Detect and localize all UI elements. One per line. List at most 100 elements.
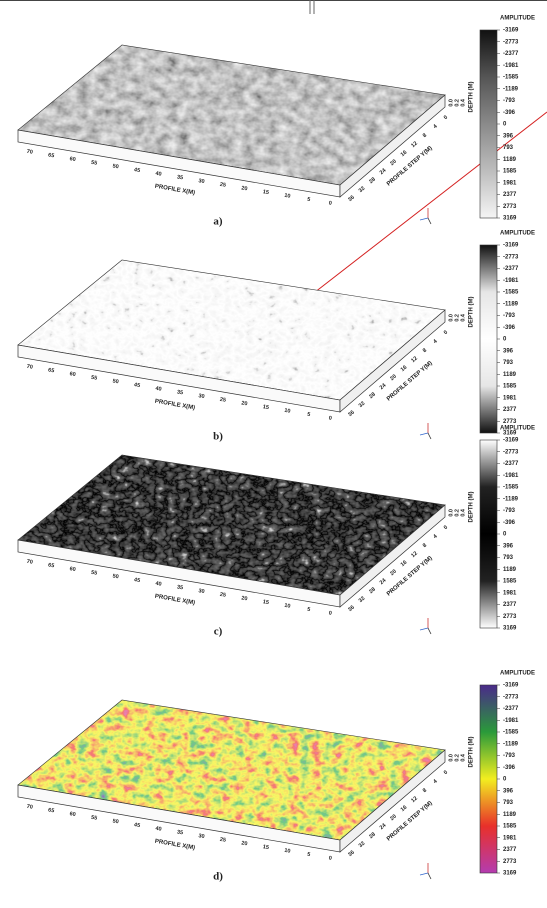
x-tick-label: 5	[307, 197, 311, 203]
y-tick-label: 24	[379, 382, 388, 391]
x-tick-label: 10	[284, 193, 291, 200]
colorbar-label: -1189	[503, 496, 519, 502]
z-axis-title: DEPTH (M)	[469, 297, 475, 328]
colorbar-label: 1189	[503, 812, 517, 818]
x-tick-label: 25	[219, 397, 226, 404]
x-tick-label: 20	[241, 400, 248, 407]
colorbar-title: AMPLITUDE	[500, 16, 535, 22]
x-tick-label: 55	[91, 160, 98, 167]
y-tick-label: 36	[347, 605, 356, 614]
colorbar-label: 2773	[503, 859, 517, 865]
colorbar-label: -1585	[503, 290, 519, 296]
colorbar-label: 1189	[503, 372, 517, 378]
x-tick-label: 40	[155, 386, 162, 393]
z-tick-label: 0.2	[454, 314, 460, 322]
z-axis-title: DEPTH (M)	[469, 737, 475, 768]
x-tick-label: 35	[176, 389, 183, 396]
x-tick-label: 70	[26, 149, 33, 156]
x-tick-label: 0	[328, 415, 332, 421]
x-tick-label: 70	[26, 804, 33, 811]
colorbar-label: 2377	[503, 407, 517, 413]
colorbar-label: -1585	[503, 730, 519, 736]
x-tick-label: 20	[241, 185, 248, 192]
colorbar-label: 1981	[503, 395, 517, 401]
colorbar	[479, 29, 498, 219]
x-tick-label: 10	[284, 603, 291, 610]
orientation-icon	[427, 432, 432, 440]
orientation-icon	[427, 872, 432, 880]
x-tick-label: 55	[91, 570, 98, 577]
colorbar-label: 3169	[503, 216, 517, 222]
x-tick-label: 50	[112, 378, 119, 385]
colorbar-label: 1585	[503, 824, 517, 830]
x-tick-label: 60	[69, 156, 76, 163]
slice-top	[18, 700, 445, 840]
colorbar-label: -1189	[503, 86, 519, 92]
colorbar-label: -3169	[503, 683, 519, 689]
x-tick-label: 5	[307, 852, 311, 858]
colorbar-title: AMPLITUDE	[500, 671, 535, 677]
colorbar-label: 793	[503, 360, 514, 366]
colorbar-label: 396	[503, 543, 514, 549]
colorbar-label: 2377	[503, 192, 517, 198]
colorbar-label: 2773	[503, 614, 517, 620]
y-tick-label: 32	[358, 841, 367, 850]
x-tick-label: 0	[328, 855, 332, 861]
x-tick-label: 65	[48, 807, 55, 814]
colorbar-label: 2773	[503, 419, 517, 425]
colorbar-label: -793	[503, 313, 516, 319]
colorbar-label: -1585	[503, 485, 519, 491]
x-axis-title: PROFILE X(M)	[154, 399, 195, 412]
x-tick-label: 65	[48, 367, 55, 374]
y-tick-label: 0	[443, 330, 449, 337]
x-tick-label: 40	[155, 171, 162, 178]
colorbar-label: -2773	[503, 694, 519, 700]
x-tick-label: 55	[91, 375, 98, 382]
colorbar-label: -396	[503, 325, 516, 331]
orientation-icon	[427, 627, 432, 635]
colorbar-label: -793	[503, 508, 516, 514]
z-axis-title: DEPTH (M)	[469, 82, 475, 113]
x-tick-label: 60	[69, 566, 76, 573]
colorbar	[479, 244, 498, 434]
x-tick-label: 30	[198, 588, 205, 595]
x-tick-label: 40	[155, 826, 162, 833]
y-tick-label: 4	[432, 123, 439, 130]
colorbar-label: 1585	[503, 169, 517, 175]
colorbar-label: -3169	[503, 243, 519, 249]
z-tick-label: 0.0	[448, 314, 454, 322]
y-tick-label: 28	[368, 832, 377, 841]
y-tick-label: 20	[389, 569, 398, 578]
panel-label: a)	[213, 216, 223, 228]
colorbar-title: AMPLITUDE	[500, 426, 535, 432]
colorbar-label: 3169	[503, 626, 517, 632]
orientation-icon	[419, 627, 429, 631]
y-tick-label: 12	[410, 551, 419, 560]
x-tick-label: 10	[284, 408, 291, 415]
z-tick-label: 0.2	[454, 509, 460, 517]
colorbar-label: 0	[503, 777, 507, 783]
colorbar-label: 1585	[503, 579, 517, 585]
colorbar-label: 396	[503, 788, 514, 794]
orientation-icon	[419, 872, 429, 876]
y-tick-label: 16	[400, 560, 409, 569]
x-axis-title: PROFILE X(M)	[154, 594, 195, 607]
colorbar-label: -793	[503, 98, 516, 104]
slice-side	[339, 749, 446, 853]
y-tick-label: 32	[358, 401, 367, 410]
y-tick-label: 4	[432, 533, 439, 540]
colorbar-label: -1981	[503, 278, 519, 284]
colorbar-title: AMPLITUDE	[500, 231, 535, 237]
x-tick-label: 35	[176, 174, 183, 181]
colorbar-label: 793	[503, 145, 514, 151]
colorbar-label: -1981	[503, 63, 519, 69]
x-tick-label: 30	[198, 833, 205, 840]
colorbar-label: 1981	[503, 590, 517, 596]
x-tick-label: 35	[176, 584, 183, 591]
colorbar-label: 793	[503, 555, 514, 561]
colorbar-label: -1585	[503, 75, 519, 81]
y-tick-label: 24	[379, 577, 388, 586]
z-tick-label: 0.2	[454, 754, 460, 762]
colorbar-label: -1189	[503, 741, 519, 747]
